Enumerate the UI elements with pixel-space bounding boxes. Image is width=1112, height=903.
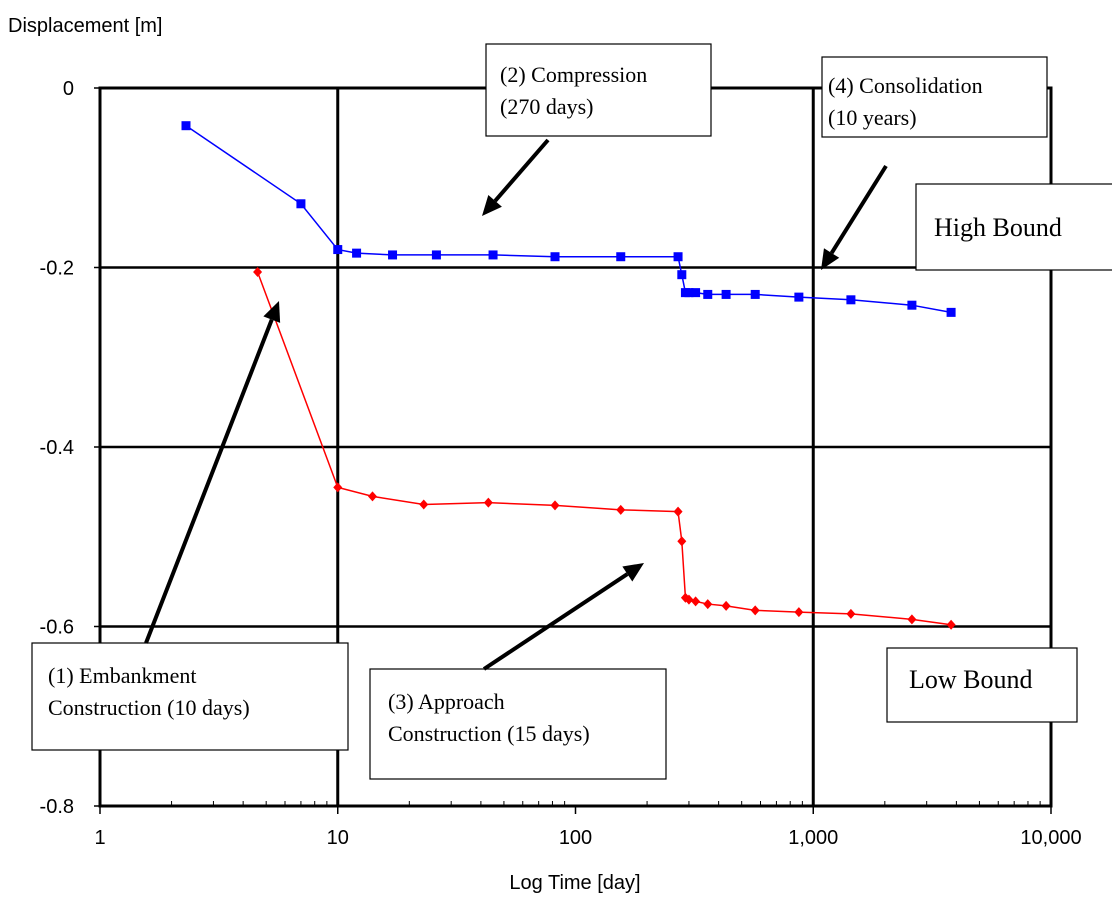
data-point: [794, 607, 804, 618]
data-point: [721, 600, 731, 611]
data-point: [721, 289, 731, 299]
data-point: [388, 250, 398, 260]
x-ticks: 1 10 100 1,000 10,000: [94, 801, 1082, 849]
data-point: [419, 499, 429, 510]
series-layer: [181, 121, 956, 630]
y-tick-label: -0.4: [40, 437, 74, 459]
annotation-layer: (2) Compression (270 days) (4) Consolidati…: [31, 43, 1112, 780]
arrow-approach: [482, 563, 644, 671]
annotation-text: Low Bound: [909, 665, 1033, 694]
annotation-box-low-bound: Low Bound: [886, 647, 1078, 723]
data-point: [333, 245, 343, 255]
data-point: [677, 536, 687, 547]
data-point: [616, 252, 626, 262]
annotation-box-high-bound: High Bound: [915, 183, 1112, 271]
series-line: [256, 271, 952, 626]
x-tick-label: 10: [327, 827, 349, 849]
y-tick-label: 0: [63, 78, 74, 100]
data-point: [907, 300, 917, 310]
arrow-head: [482, 194, 502, 216]
data-point: [550, 252, 560, 262]
data-point: [684, 288, 694, 298]
arrow-consolidation: [821, 164, 888, 270]
data-point: [684, 594, 694, 605]
data-point: [946, 619, 956, 630]
arrow-head: [263, 301, 281, 323]
arrow-shaft: [482, 572, 629, 671]
data-point: [483, 497, 493, 508]
annotation-text: (1) Embankment: [48, 663, 196, 688]
data-point: [367, 491, 377, 502]
arrow-head: [821, 248, 840, 270]
arrow-shaft: [493, 138, 550, 203]
y-ticks: 0 -0.2 -0.4 -0.6 -0.8: [40, 78, 100, 818]
data-point: [691, 596, 701, 607]
data-point: [333, 482, 343, 493]
annotation-rect: [485, 43, 712, 137]
y-tick-label: -0.8: [40, 796, 74, 818]
data-point: [677, 270, 687, 280]
x-axis-label: Log Time [day]: [509, 872, 640, 894]
annotation-text: Construction (10 days): [48, 695, 250, 720]
arrow-compression: [482, 138, 550, 216]
x-tick-label: 10,000: [1020, 827, 1081, 849]
data-point: [296, 199, 306, 209]
annotation-rect: [886, 647, 1078, 723]
data-point: [253, 266, 263, 277]
data-point: [352, 248, 362, 258]
data-point: [750, 289, 760, 299]
annotation-text: (3) Approach: [388, 689, 505, 714]
data-point: [703, 289, 713, 299]
data-point: [673, 506, 683, 517]
annotation-text: (270 days): [500, 94, 593, 119]
data-point: [550, 500, 560, 511]
x-tick-label: 100: [559, 827, 592, 849]
annotation-box-embankment: (1) Embankment Construction (10 days): [31, 642, 349, 751]
series-line: [185, 125, 952, 314]
data-point: [673, 252, 683, 262]
data-point: [750, 605, 760, 616]
annotation-text: (2) Compression: [500, 62, 647, 87]
y-tick-label: -0.2: [40, 258, 74, 280]
y-tick-label: -0.6: [40, 617, 74, 639]
annotation-text: (4) Consolidation: [828, 73, 983, 98]
data-point: [431, 250, 441, 260]
data-point: [907, 614, 917, 625]
arrow-shaft: [829, 164, 888, 255]
annotation-rect: [31, 642, 349, 751]
annotation-text: High Bound: [934, 213, 1062, 242]
arrow-shaft: [144, 318, 274, 644]
annotation-box-approach: (3) Approach Construction (15 days): [369, 668, 667, 780]
annotation-rect: [369, 668, 667, 780]
data-point: [488, 250, 498, 260]
data-point: [846, 295, 856, 305]
x-tick-label: 1,000: [788, 827, 838, 849]
y-axis-label: Displacement [m]: [8, 15, 163, 37]
arrow-embankment: [144, 301, 281, 644]
data-point: [703, 599, 713, 610]
annotation-text: Construction (15 days): [388, 721, 590, 746]
arrow-head: [622, 563, 644, 582]
annotation-box-compression: (2) Compression (270 days): [485, 43, 712, 137]
data-point: [846, 608, 856, 619]
data-point: [946, 307, 956, 317]
x-tick-label: 1: [94, 827, 105, 849]
data-point: [181, 121, 191, 131]
data-point: [616, 504, 626, 515]
annotation-rect: [915, 183, 1112, 271]
annotation-box-consolidation: (4) Consolidation (10 years): [821, 56, 1048, 138]
data-point: [794, 292, 804, 302]
annotation-rect: [821, 56, 1048, 138]
data-point: [691, 288, 701, 298]
annotation-text: (10 years): [828, 105, 917, 130]
